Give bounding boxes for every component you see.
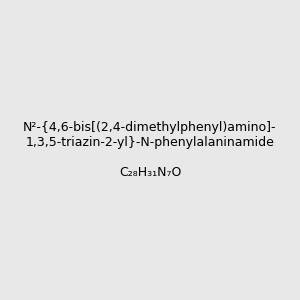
Text: N²-{4,6-bis[(2,4-dimethylphenyl)amino]-
1,3,5-triazin-2-yl}-N-phenylalaninamide
: N²-{4,6-bis[(2,4-dimethylphenyl)amino]- … (23, 121, 277, 179)
